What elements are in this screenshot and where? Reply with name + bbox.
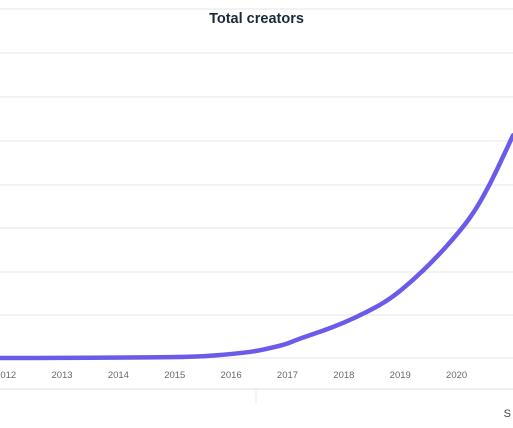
- series-line-0: [0, 133, 513, 361]
- series-layer: [0, 133, 513, 361]
- x-tick-label-2018: 2018: [333, 370, 354, 381]
- grid-lines: [0, 8, 513, 359]
- x-tick-label-2016: 2016: [221, 370, 242, 381]
- x-tick-label-2015: 2015: [164, 370, 185, 381]
- x-tick-label-2019: 2019: [390, 370, 411, 381]
- x-tick-label-2020: 2020: [446, 370, 467, 381]
- x-axis: 2012 2013 2014 2015 2016 2017 2018 2019 2020: [0, 370, 513, 404]
- x-tick-label-2014: 2014: [108, 370, 129, 381]
- x-tick-label-2017: 2017: [277, 370, 298, 381]
- chart-title: Total creators: [209, 11, 304, 27]
- x-tick-label-2013: 2013: [51, 370, 72, 381]
- source-note: S: [503, 408, 511, 420]
- x-tick-label-2012: 2012: [0, 370, 16, 381]
